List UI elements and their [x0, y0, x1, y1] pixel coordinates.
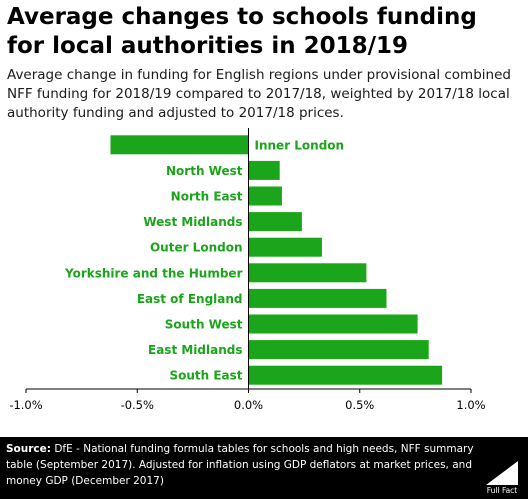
source-note: Source: DfE - National funding formula t… — [6, 441, 476, 489]
x-tick-label: 1.0% — [456, 398, 485, 412]
bar-yorkshire-and-the-humber — [248, 263, 367, 283]
category-label: South West — [165, 318, 243, 332]
category-label: South East — [169, 369, 242, 383]
bar-north-east — [248, 186, 282, 206]
x-tick-label: -0.5% — [121, 398, 154, 412]
bar-east-of-england — [248, 288, 387, 308]
full-fact-logo-mark — [486, 461, 518, 485]
bar-west-midlands — [248, 212, 302, 232]
chart-title: Average changes to schools funding for l… — [7, 4, 477, 59]
bar-south-west — [248, 314, 418, 334]
source-text: DfE - National funding formula tables fo… — [6, 443, 474, 487]
bar-outer-london — [248, 237, 322, 257]
bar-east-midlands — [248, 340, 429, 360]
x-tick-label: -1.0% — [9, 398, 42, 412]
source-label: Source: — [6, 443, 51, 455]
source-footer: Source: DfE - National funding formula t… — [0, 437, 528, 499]
bar-south-east — [248, 365, 443, 385]
category-label: East Midlands — [148, 343, 242, 357]
full-fact-logo-text: Full Fact — [487, 486, 518, 495]
category-label: East of England — [137, 292, 243, 306]
full-fact-logo: Full Fact — [486, 461, 518, 495]
x-tick-label: 0.5% — [345, 398, 374, 412]
category-label: Yorkshire and the Humber — [64, 266, 243, 280]
category-label: West Midlands — [143, 215, 242, 229]
bar-inner-london — [110, 135, 249, 155]
category-label: North East — [171, 190, 243, 204]
category-label: Outer London — [150, 241, 243, 255]
x-tick-label: 0.0% — [234, 398, 263, 412]
bar-chart: Inner London North West North East West Mid… — [9, 128, 486, 412]
category-label: North West — [166, 164, 243, 178]
category-label: Inner London — [255, 138, 345, 152]
chart-subtitle: Average change in funding for English re… — [7, 67, 511, 121]
bar-north-west — [248, 160, 280, 180]
